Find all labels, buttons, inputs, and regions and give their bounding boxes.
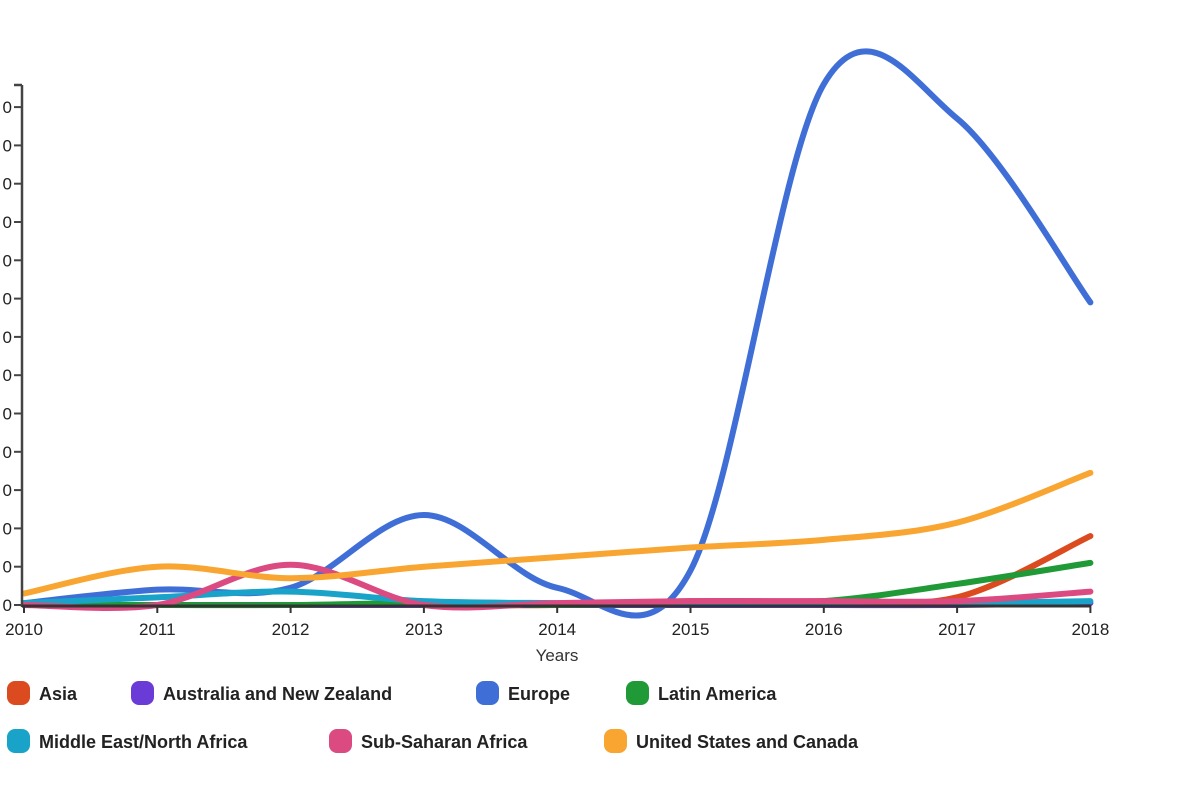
y-tick-label: 0 [3, 175, 12, 194]
y-tick-label: 0 [3, 405, 12, 424]
x-tick-label: 2017 [938, 620, 976, 639]
x-tick-label: 2018 [1071, 620, 1109, 639]
y-tick-label: 0 [3, 136, 12, 155]
legend-item[interactable]: Australia and New Zealand [131, 681, 392, 705]
series-line-united-states-and-canada [21, 469, 1094, 597]
legend-swatch [131, 681, 154, 705]
legend-label: Europe [508, 684, 570, 704]
y-tick-label: 0 [3, 481, 12, 500]
y-tick-label: 0 [3, 558, 12, 577]
y-tick-label: 0 [3, 328, 12, 347]
legend-label: Australia and New Zealand [163, 684, 392, 704]
y-tick-label: 0 [3, 366, 12, 385]
y-tick-label: 0 [3, 251, 12, 270]
legend-label: Sub-Saharan Africa [361, 732, 528, 752]
x-tick-label: 2010 [5, 620, 43, 639]
series-lines [21, 48, 1094, 619]
x-tick-label: 2016 [805, 620, 843, 639]
y-tick-label: 0 [3, 443, 12, 462]
legend-item[interactable]: Europe [476, 681, 570, 705]
y-tick-label: 0 [3, 519, 12, 538]
legend-item[interactable]: Asia [7, 681, 78, 705]
legend: Asia Australia and New Zealand Europe Latin… [7, 681, 859, 753]
x-tick-label: 2013 [405, 620, 443, 639]
legend-label: Latin America [658, 684, 777, 704]
y-tick-label: 0 [3, 213, 12, 232]
axes: 0 0 0 0 0 0 0 0 0 0 0 0 0 0 2010 2011 2012 2013 2014 2015 20… [3, 83, 1109, 639]
series-line-sub-saharan-africa [21, 561, 1094, 611]
legend-label: United States and Canada [636, 732, 859, 752]
legend-item[interactable]: Middle East/North Africa [7, 729, 248, 753]
y-tick-label: 0 [3, 596, 12, 615]
legend-swatch [7, 729, 30, 753]
x-axis-title: Years [536, 646, 579, 665]
legend-swatch [626, 681, 649, 705]
legend-swatch [476, 681, 499, 705]
y-tick-label: 0 [3, 290, 12, 309]
x-tick-label: 2015 [672, 620, 710, 639]
legend-item[interactable]: Latin America [626, 681, 777, 705]
legend-swatch [604, 729, 627, 753]
legend-item[interactable]: United States and Canada [604, 729, 859, 753]
x-tick-label: 2014 [538, 620, 576, 639]
y-tick-label: 0 [3, 98, 12, 117]
legend-swatch [7, 681, 30, 705]
legend-item[interactable]: Sub-Saharan Africa [329, 729, 528, 753]
legend-label: Asia [39, 684, 78, 704]
legend-swatch [329, 729, 352, 753]
x-tick-label: 2011 [139, 620, 176, 639]
x-tick-label: 2012 [272, 620, 310, 639]
legend-label: Middle East/North Africa [39, 732, 248, 752]
